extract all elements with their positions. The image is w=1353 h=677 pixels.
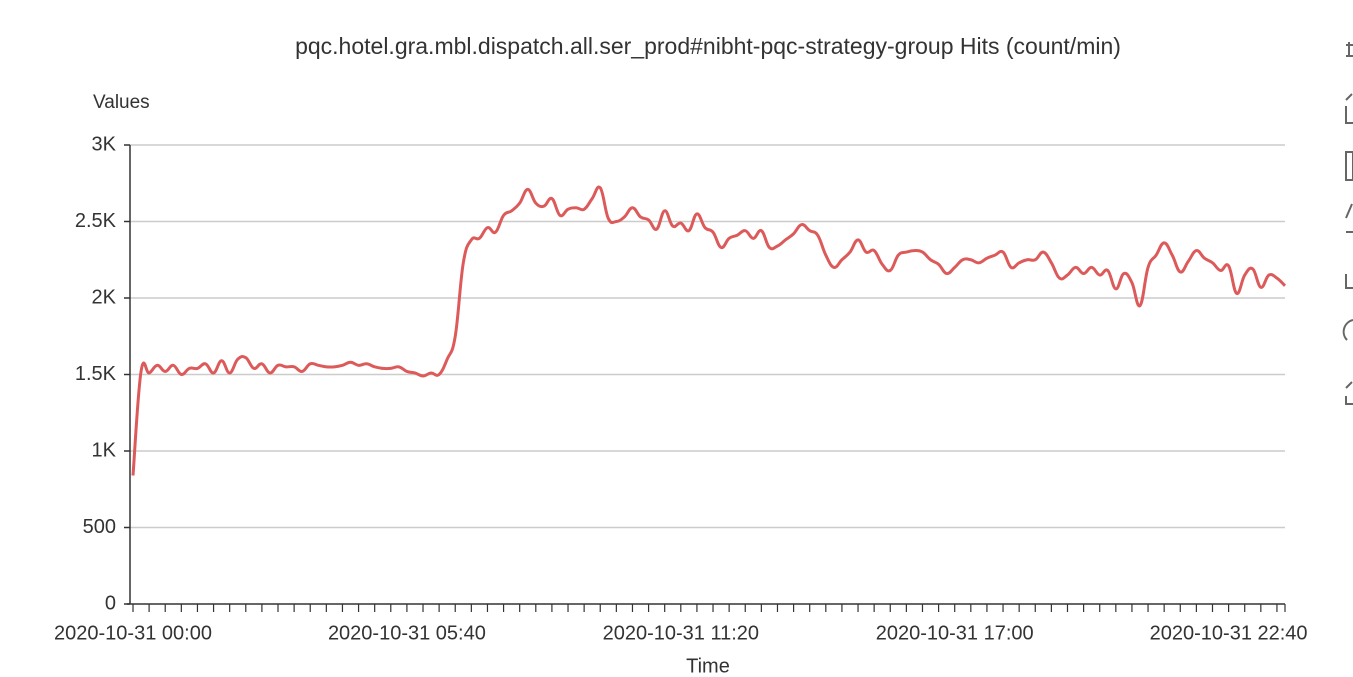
tool-icon[interactable] bbox=[1345, 274, 1353, 289]
toolbox[interactable] bbox=[1342, 42, 1353, 405]
tool-icon[interactable] bbox=[1345, 381, 1353, 405]
x-tick-label: 2020-10-31 17:00 bbox=[876, 622, 1034, 644]
y-tick-label: 3K bbox=[92, 133, 117, 155]
y-tick-label: 500 bbox=[83, 516, 116, 538]
y-tick-label: 1.5K bbox=[75, 363, 117, 385]
tool-icon[interactable] bbox=[1345, 151, 1353, 181]
tool-icon[interactable] bbox=[1345, 203, 1353, 233]
x-tick-label: 2020-10-31 11:20 bbox=[603, 622, 759, 644]
tool-icon[interactable] bbox=[1342, 319, 1353, 341]
y-tick-label: 2K bbox=[92, 286, 117, 308]
x-tick-label: 2020-10-31 05:40 bbox=[328, 622, 486, 644]
x-tick-label: 2020-10-31 00:00 bbox=[54, 622, 212, 644]
y-axis-label: Values bbox=[93, 92, 150, 113]
y-tick-label: 2.5K bbox=[75, 210, 117, 232]
y-tick-label: 0 bbox=[105, 592, 116, 614]
y-tick-label: 1K bbox=[92, 439, 117, 461]
x-axis-label: Time bbox=[686, 655, 730, 677]
data-line bbox=[131, 185, 1287, 476]
tool-icon[interactable] bbox=[1345, 93, 1353, 124]
chart-title: pqc.hotel.gra.mbl.dispatch.all.ser_prod#… bbox=[295, 33, 1121, 59]
tool-icon[interactable] bbox=[1346, 42, 1353, 57]
x-tick-label: 2020-10-31 22:40 bbox=[1150, 622, 1308, 644]
